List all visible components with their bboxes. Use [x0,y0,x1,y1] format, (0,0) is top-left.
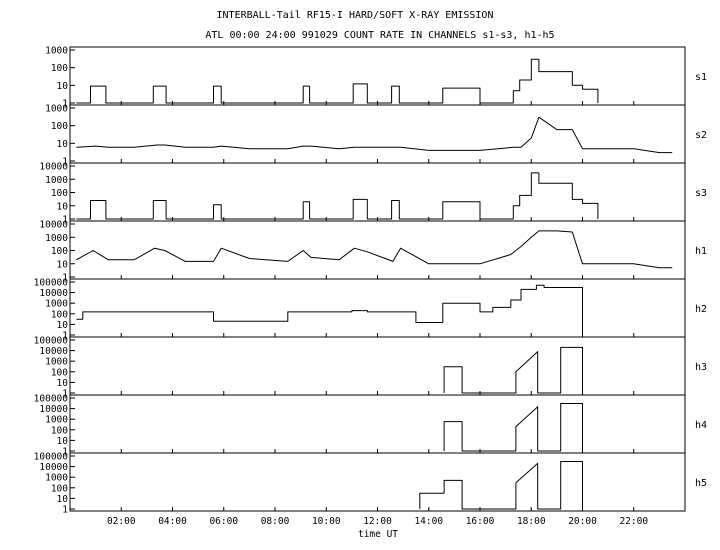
y-tick-label: 1 [62,331,68,342]
y-tick-label: 10000 [39,462,68,473]
x-tick-label: 12:00 [363,516,392,527]
y-tick-label: 1 [62,215,68,226]
series-s1-trace [76,58,599,104]
panel-frame [69,278,686,338]
y-tick-label: 1000 [45,299,68,310]
y-tick-label: 10000 [39,162,68,173]
y-tick-label: 1000 [45,415,68,426]
y-tick-label: 100 [51,188,68,199]
y-tick-label: 1000 [45,46,68,57]
y-tick-label: 100000 [34,394,69,405]
x-tick-label: 08:00 [261,516,290,527]
series-h5-trace [419,461,583,510]
chart-title: INTERBALL-Tail RF15-I HARD/SOFT X-RAY EM… [217,10,494,21]
y-tick-label: 1 [62,389,68,400]
series-h3-trace [443,346,583,394]
x-tick-label: 06:00 [209,516,238,527]
y-tick-label: 100 [51,63,68,74]
y-tick-label: 10 [57,81,69,92]
y-tick-label: 1000 [45,175,68,186]
x-tick-label: 04:00 [158,516,187,527]
y-tick-label: 10000 [39,288,68,299]
y-tick-label: 10000 [39,404,68,415]
series-h1-trace [76,230,673,269]
x-tick-label: 02:00 [107,516,136,527]
y-tick-label: 10 [57,201,69,212]
y-tick-label: 10 [57,378,69,389]
y-tick-label: 100 [51,121,68,132]
y-tick-label: 10 [57,436,69,447]
y-tick-label: 1 [62,157,68,168]
x-axis-label: time UT [358,529,398,540]
panel-frame [69,452,686,512]
x-tick-label: 18:00 [517,516,546,527]
y-tick-label: 10 [57,320,69,331]
y-tick-label: 1000 [45,357,68,368]
panel-frame [69,162,686,222]
x-axis: 02:00 04:00 06:00 08:00 10:00 12:00 14:00 16:00… [107,516,648,527]
y-tick-label: 10000 [39,346,68,357]
y-tick-label: 100 [51,246,68,257]
panel-h1: 1 10 100 1000 10000 h1 [39,220,707,284]
panel-s3: 1 10 100 1000 10000 s3 [39,162,707,226]
y-tick-label: 10 [57,494,69,505]
y-tick-label: 10 [57,139,69,150]
y-tick-label: 1 [62,505,68,516]
y-tick-label: 100 [51,425,68,436]
panel-frame [69,46,686,106]
y-tick-label: 10000 [39,220,68,231]
x-tick-label: 22:00 [619,516,648,527]
x-tick-label: 20:00 [568,516,597,527]
y-tick-label: 10 [57,259,69,270]
panel-frame [69,336,686,396]
series-h4-trace [443,403,583,452]
panel-label-s3: s3 [695,188,707,199]
y-tick-label: 100 [51,309,68,320]
panel-stack: 1101001000s11101001000s2110100100010000s… [34,46,707,516]
y-tick-label: 1000 [45,473,68,484]
y-tick-label: 1 [62,273,68,284]
series-h2-trace [76,284,583,335]
panel-frame [69,104,686,164]
panel-s1: 1 10 100 1000 s1 [45,46,707,110]
panel-s2: 1 10 100 1000 s2 [45,104,707,168]
y-tick-label: 1000 [45,104,68,115]
y-tick-label: 100000 [34,452,69,463]
panel-label-h1: h1 [695,246,707,257]
series-s2-trace [76,116,673,154]
panel-label-h5: h5 [695,478,707,489]
panel-label-s2: s2 [695,130,707,141]
y-tick-label: 1 [62,447,68,458]
y-tick-label: 100000 [34,336,69,347]
x-tick-label: 10:00 [312,516,341,527]
panel-frame [69,394,686,454]
panel-label-h2: h2 [695,304,707,315]
y-tick-label: 1 [62,99,68,110]
chart-subtitle: ATL 00:00 24:00 991029 COUNT RATE IN CHA… [205,30,554,41]
panel-label-h4: h4 [695,420,707,431]
panel-label-s1: s1 [695,72,707,83]
y-tick-label: 100 [51,367,68,378]
panel-label-h3: h3 [695,362,707,373]
y-tick-label: 100 [51,483,68,494]
series-s3-trace [76,172,599,220]
y-tick-label: 100000 [34,278,69,289]
x-tick-label: 16:00 [466,516,495,527]
x-tick-label: 14:00 [414,516,443,527]
y-tick-label: 1000 [45,233,68,244]
